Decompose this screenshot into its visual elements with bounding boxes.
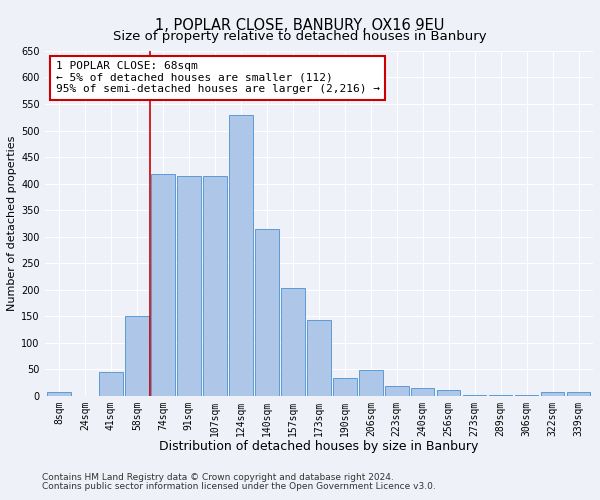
- Bar: [567, 392, 590, 396]
- Bar: [437, 390, 460, 396]
- Bar: [333, 378, 356, 396]
- Y-axis label: Number of detached properties: Number of detached properties: [7, 136, 17, 311]
- Bar: [489, 394, 512, 396]
- Bar: [151, 174, 175, 396]
- Bar: [411, 388, 434, 396]
- Text: Contains public sector information licensed under the Open Government Licence v3: Contains public sector information licen…: [42, 482, 436, 491]
- Bar: [541, 392, 565, 396]
- Bar: [255, 228, 278, 396]
- Bar: [229, 114, 253, 396]
- Bar: [125, 316, 149, 396]
- Text: Contains HM Land Registry data © Crown copyright and database right 2024.: Contains HM Land Registry data © Crown c…: [42, 474, 394, 482]
- Bar: [99, 372, 122, 396]
- Bar: [47, 392, 71, 396]
- X-axis label: Distribution of detached houses by size in Banbury: Distribution of detached houses by size …: [159, 440, 479, 453]
- Bar: [307, 320, 331, 396]
- Bar: [359, 370, 383, 396]
- Bar: [463, 394, 487, 396]
- Text: 1, POPLAR CLOSE, BANBURY, OX16 9EU: 1, POPLAR CLOSE, BANBURY, OX16 9EU: [155, 18, 445, 32]
- Bar: [203, 176, 227, 396]
- Text: Size of property relative to detached houses in Banbury: Size of property relative to detached ho…: [113, 30, 487, 43]
- Bar: [385, 386, 409, 396]
- Text: 1 POPLAR CLOSE: 68sqm
← 5% of detached houses are smaller (112)
95% of semi-deta: 1 POPLAR CLOSE: 68sqm ← 5% of detached h…: [56, 62, 380, 94]
- Bar: [515, 394, 538, 396]
- Bar: [281, 288, 305, 396]
- Bar: [177, 176, 200, 396]
